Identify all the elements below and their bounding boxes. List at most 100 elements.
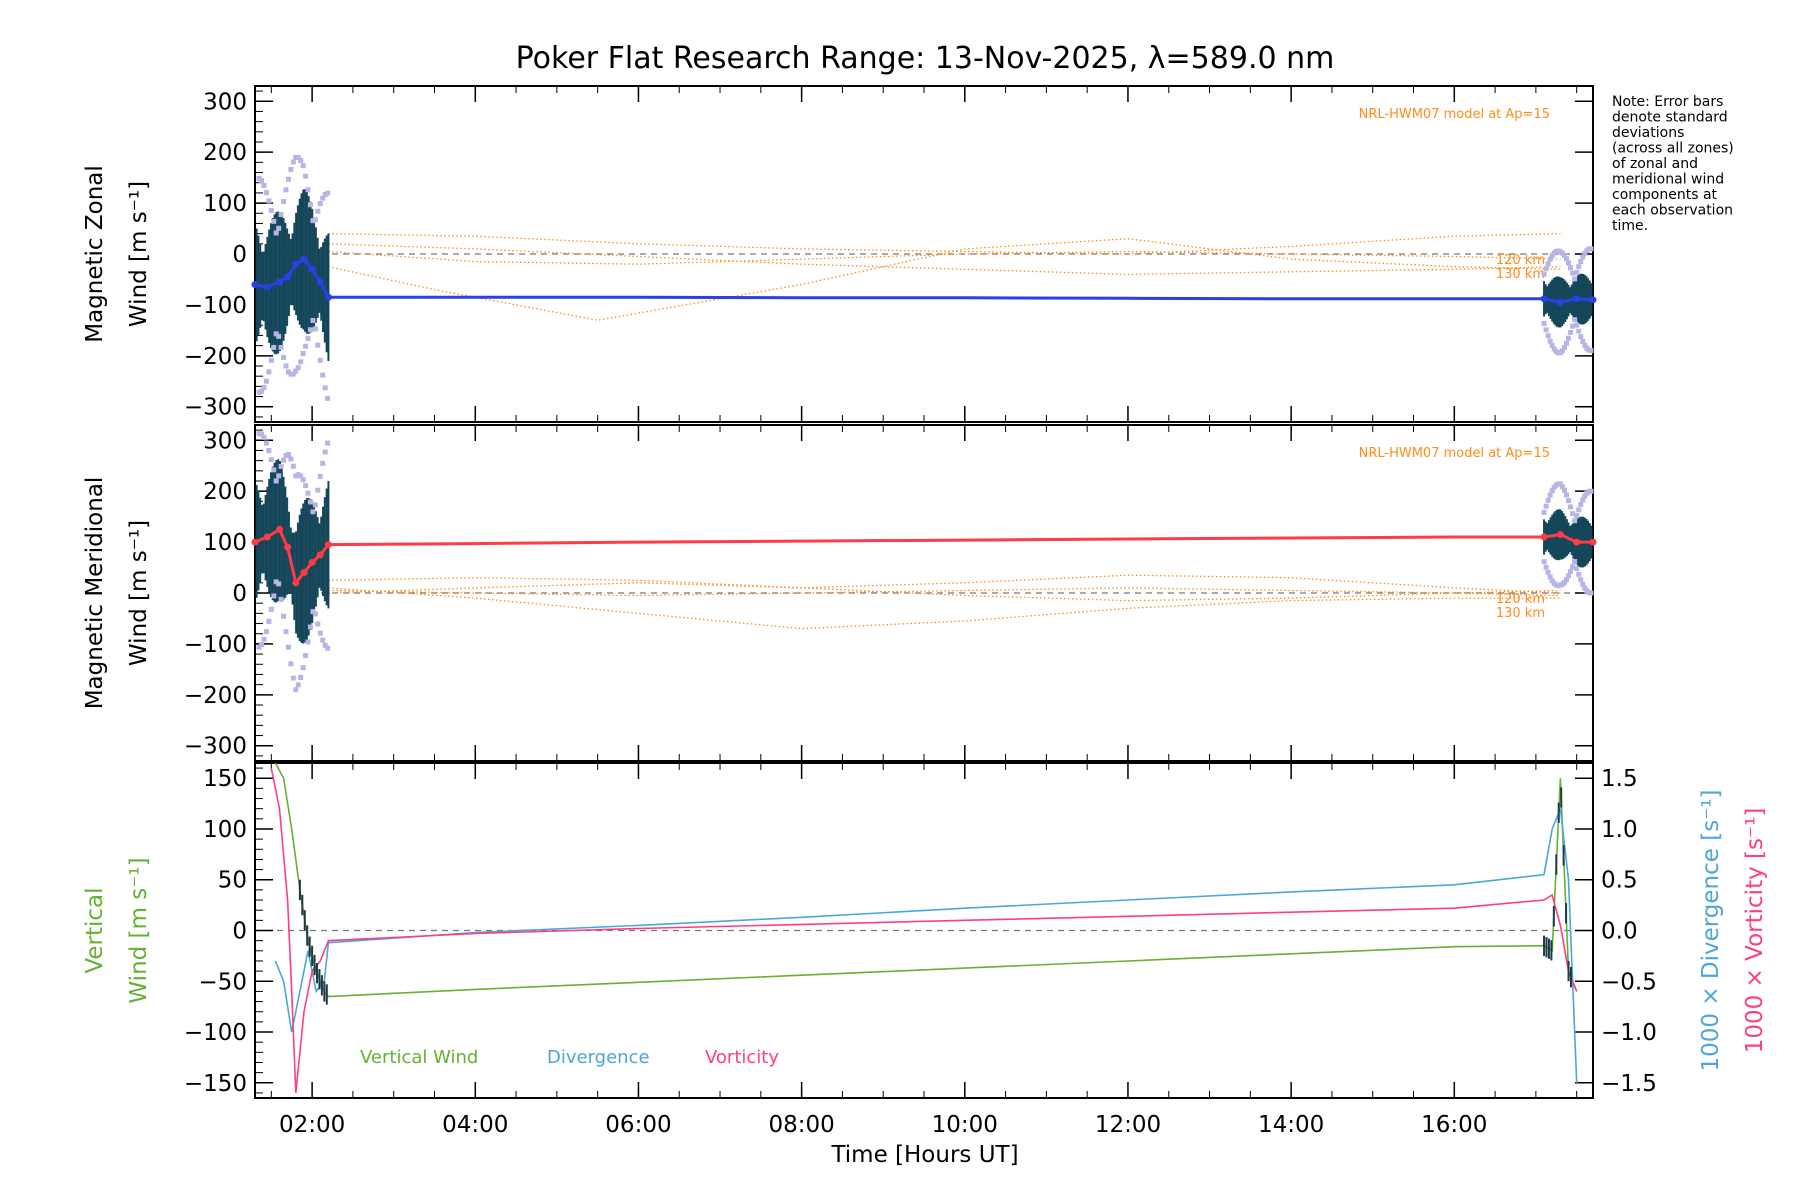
zone-point — [305, 639, 311, 645]
zone-point — [276, 333, 282, 339]
zone-point — [290, 675, 296, 681]
error-bars — [255, 459, 1593, 644]
wind-series-point — [1589, 296, 1597, 304]
y-tick-label: 0 — [232, 919, 247, 945]
zone-point — [303, 173, 309, 179]
zone-point — [305, 187, 311, 193]
note-line: Note: Error bars — [1612, 94, 1723, 110]
zone-point — [1574, 269, 1580, 275]
x-tick-label: 06:00 — [605, 1112, 671, 1138]
zone-point — [303, 653, 309, 659]
zone-point — [322, 642, 328, 648]
zone-point — [281, 354, 287, 360]
zone-point — [293, 687, 299, 693]
wind-series-point — [284, 273, 292, 281]
zone-point — [256, 644, 262, 650]
zone-point — [300, 163, 306, 169]
model-curve — [328, 250, 1561, 265]
zone-point — [1563, 256, 1569, 262]
zone-point — [268, 606, 274, 612]
zone-point — [1559, 484, 1565, 490]
zone-point — [261, 182, 267, 188]
model-curve — [328, 582, 1561, 602]
zone-point — [298, 674, 304, 680]
vertical-panel: 150 100 50 0 −50 −100 −150 Vertical Wind [m s⁻¹]… — [82, 762, 1768, 1099]
zone-point — [1547, 574, 1553, 580]
zone-point — [1541, 559, 1547, 565]
note-line: meridional wind — [1612, 172, 1724, 188]
model-curve — [328, 574, 1561, 594]
zone-point — [1570, 323, 1576, 329]
zone-point — [1582, 493, 1588, 499]
zone-point — [276, 581, 282, 587]
zone-point — [1545, 261, 1551, 267]
y2-axis-label-vorticity: 1000 × Vorticity [s⁻¹] — [1742, 808, 1768, 1054]
zone-point — [268, 357, 274, 363]
y-tick-label: −100 — [184, 293, 247, 319]
zone-point — [300, 665, 306, 671]
wind-series-point — [292, 579, 300, 587]
zone-point — [312, 326, 318, 332]
zone-point — [1563, 492, 1569, 498]
zone-point — [317, 473, 323, 479]
zone-point — [310, 509, 316, 515]
y-tick-label: −100 — [184, 1020, 247, 1046]
model-alt-label: 120 km — [1496, 592, 1545, 607]
zone-point — [1566, 573, 1572, 579]
wind-series-point — [324, 541, 332, 549]
zone-point — [325, 395, 331, 401]
zone-point — [1566, 335, 1572, 341]
zone-point — [1568, 569, 1574, 575]
zone-point — [283, 187, 289, 193]
zone-point — [263, 190, 269, 196]
series-line-divergence — [274, 808, 1578, 1083]
zone-point — [305, 336, 311, 342]
y-tick-label: 0 — [232, 581, 247, 607]
zone-point — [1570, 270, 1576, 276]
y2-axis-label-divergence: 1000 × Divergence [s⁻¹] — [1698, 789, 1724, 1071]
zone-point — [1588, 246, 1594, 252]
wind-series-point — [251, 281, 259, 289]
zone-point — [307, 202, 313, 208]
model-alt-label: 130 km — [1496, 267, 1545, 282]
zone-point — [317, 630, 323, 636]
y-tick-label: 100 — [203, 817, 247, 843]
zone-point — [266, 448, 272, 454]
zone-point — [312, 217, 318, 223]
zone-point — [317, 201, 323, 207]
zone-point — [271, 593, 277, 599]
wind-series-point — [284, 543, 292, 551]
zone-point — [295, 365, 301, 371]
zone-point — [259, 642, 265, 648]
x-tick-label: 04:00 — [442, 1112, 508, 1138]
wind-series-point — [1540, 533, 1548, 541]
zone-point — [288, 456, 294, 462]
wind-series-line — [254, 527, 1593, 587]
zone-point — [259, 178, 265, 184]
y-tick-label: −300 — [184, 734, 247, 760]
wind-series-point — [1573, 538, 1581, 546]
zone-point — [263, 378, 269, 384]
zone-point — [1545, 333, 1551, 339]
note-line: components at — [1612, 187, 1718, 203]
zone-point — [273, 230, 279, 236]
y-axis-label-units: Wind [m s⁻¹] — [126, 181, 152, 327]
zone-point — [1545, 569, 1551, 575]
zone-point — [1582, 250, 1588, 256]
zone-point — [317, 357, 323, 363]
zone-point — [1582, 342, 1588, 348]
zone-point — [1576, 507, 1582, 513]
y-axis-label-units: Wind [m s⁻¹] — [126, 520, 152, 666]
x-tick-label: 14:00 — [1258, 1112, 1324, 1138]
zone-point — [290, 463, 296, 469]
zone-point — [320, 460, 326, 466]
wind-series-point — [300, 569, 308, 577]
zone-point — [300, 351, 306, 357]
zone-point — [266, 369, 272, 375]
zone-point — [1576, 264, 1582, 270]
x-axis-label: Time [Hours UT] — [830, 1142, 1018, 1168]
y2-tick-label: 1.5 — [1601, 766, 1638, 792]
y-tick-label: −300 — [184, 395, 247, 421]
zone-point — [325, 645, 331, 651]
